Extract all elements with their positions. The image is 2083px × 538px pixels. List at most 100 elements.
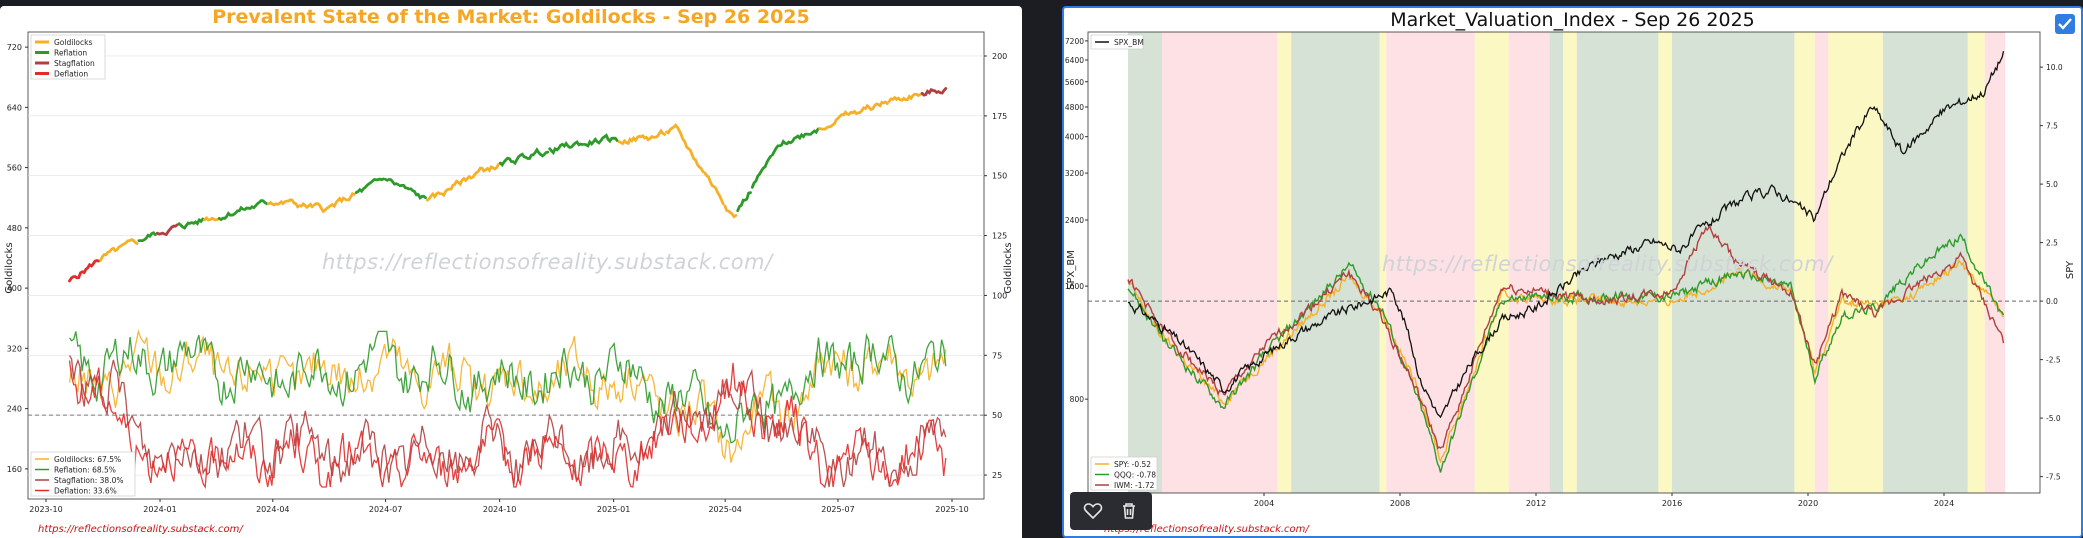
right-y-tick-label: 7.5 [2046, 122, 2058, 131]
price-regime-segment [217, 205, 245, 222]
left-y-tick-label: 4800 [1065, 103, 1084, 112]
stagflation-prob-line [68, 355, 947, 488]
price-regime-segment [582, 133, 619, 148]
right-y-tick-label: -7.5 [2046, 473, 2061, 482]
trash-icon [1123, 503, 1135, 519]
price-regime-segment [548, 140, 584, 156]
left-y-tick-label: 320 [7, 344, 22, 353]
regime-band [1474, 32, 1509, 493]
legend-label: SPY: -0.52 [1114, 460, 1151, 469]
price-regime-segment [499, 147, 550, 168]
price-regime-segment [771, 127, 820, 157]
price-regime-segment [203, 215, 219, 222]
image-toolbar [1070, 492, 1152, 530]
right-y-tick-label: 75 [992, 351, 1002, 360]
price-regime-segment [312, 191, 356, 214]
left-y-tick-label: 720 [7, 43, 22, 52]
like-button[interactable] [1081, 499, 1105, 523]
right-y-tick-label: 125 [992, 232, 1007, 241]
heart-icon [1083, 503, 1103, 520]
price-regime-segment [68, 259, 101, 283]
regime-band [1814, 32, 1829, 493]
regime-band [1379, 32, 1387, 493]
spx-bm-line [1127, 51, 2005, 419]
left-y-tick-label: 1600 [1065, 282, 1084, 291]
legend-label: Reflation: 68.5% [54, 466, 116, 475]
right-y-tick-label: -2.5 [2046, 356, 2061, 365]
check-icon [2058, 18, 2072, 30]
price-regime-segment [449, 174, 473, 191]
regime-band [1162, 32, 1278, 493]
right-y-tick-label: 0.0 [2046, 297, 2058, 306]
x-tick-label: 2024-01 [143, 505, 176, 514]
regime-band [1672, 32, 1795, 493]
regime-band [1549, 32, 1564, 493]
right-y-tick-label: 10.0 [2046, 63, 2063, 72]
regime-band [1794, 32, 1815, 493]
right-y-tick-label: 200 [992, 52, 1007, 61]
delete-button[interactable] [1117, 499, 1141, 523]
right-plot-frame [1087, 31, 2041, 494]
legend-label: Goldilocks: 67.5% [54, 455, 121, 464]
spy-line [1127, 259, 2005, 464]
left-y-tick-label: 560 [7, 164, 22, 173]
left-plot-frame [27, 31, 985, 500]
price-regime-segment [617, 128, 667, 146]
x-tick-label: 2023-10 [29, 505, 62, 514]
x-tick-label: 2012 [1526, 499, 1546, 508]
price-regime-segment [703, 171, 725, 206]
price-regime-segment [426, 187, 451, 202]
price-regime-segment [818, 110, 849, 131]
right-legend-top: SPX_BM [1090, 34, 1144, 50]
left-y-tick-label: 640 [7, 103, 22, 112]
x-tick-label: 2008 [1390, 499, 1410, 508]
left-footer-link[interactable]: https://reflectionsofreality.substack.co… [38, 524, 243, 535]
regime-band [1563, 32, 1577, 493]
price-regime-segment [723, 204, 738, 219]
right-chart-panel: Market_Valuation_Index - Sep 26 2025 720… [1062, 6, 2083, 538]
legend-label: Goldilocks [54, 38, 92, 47]
x-tick-label: 2016 [1662, 499, 1682, 508]
left-y-tick-label: 6400 [1065, 56, 1084, 65]
right-watermark: https://reflectionsofreality.substack.co… [1382, 252, 1833, 276]
right-y-tick-label: 100 [992, 291, 1007, 300]
left-y-tick-label: 800 [1070, 395, 1085, 404]
left-watermark: https://reflectionsofreality.substack.co… [322, 250, 773, 274]
price-regime-segment [398, 184, 427, 201]
price-regime-segment [736, 191, 752, 213]
iwm-line [1127, 224, 2005, 450]
left-chart-panel: Prevalent State of the Market: Goldilock… [0, 6, 1022, 538]
legend-label: Stagflation [54, 59, 95, 68]
right-chart-svg: 7200 6400 5600 4800 4000 3200 2400 1600 800 10.0 7… [1065, 31, 2076, 508]
left-y-tick-label: 2400 [1065, 216, 1084, 225]
qqq-line [1127, 233, 2005, 473]
legend-label: QQQ: -0.78 [1114, 471, 1156, 480]
left-y-tick-label: 3200 [1065, 169, 1084, 178]
right-footer-link[interactable]: https://reflectionsofreality.substack.co… [1104, 524, 1309, 535]
left-y-axis-label: SPX_BM [1066, 250, 1077, 290]
left-y-tick-label: 240 [7, 405, 22, 414]
x-tick-label: 2004 [1254, 499, 1274, 508]
regime-band [1984, 32, 2006, 493]
regime-band [1508, 32, 1550, 493]
price-regime-segment [847, 100, 889, 116]
left-y-axis-label: Goldilocks [4, 242, 15, 293]
price-regime-segment [354, 177, 385, 194]
right-y-tick-label: 175 [992, 112, 1007, 121]
legend-label: IWM: -1.72 [1114, 481, 1155, 490]
left-y-tick-label: 5600 [1065, 78, 1084, 87]
legend-label: Deflation [54, 70, 88, 79]
x-tick-label: 2024 [1934, 499, 1954, 508]
regime-band [1128, 32, 1162, 493]
select-checkbox[interactable] [2055, 14, 2075, 34]
x-tick-label: 2025-07 [821, 505, 854, 514]
regime-band [1828, 32, 1883, 493]
right-y-tick-label: 50 [992, 411, 1002, 420]
price-regime-segment [384, 177, 400, 186]
price-regime-segment [920, 87, 948, 97]
regime-band [1291, 32, 1380, 493]
left-y-tick-label: 400 [7, 284, 22, 293]
price-regime-segment [243, 199, 269, 211]
regime-band [1277, 32, 1292, 493]
